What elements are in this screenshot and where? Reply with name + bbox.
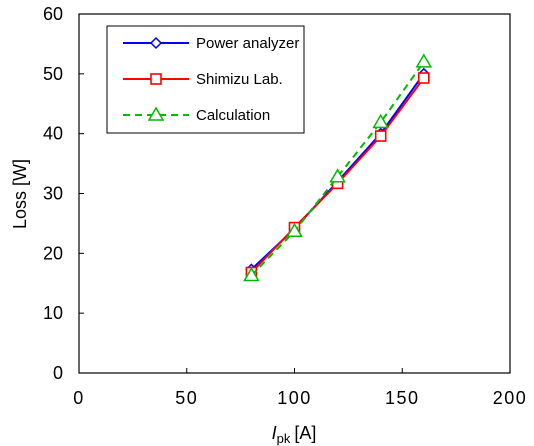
data-point (415, 53, 433, 68)
y-tick-label: 40 (43, 124, 63, 144)
data-point (243, 266, 260, 282)
series-calculation (243, 53, 433, 282)
legend-marker (150, 73, 162, 85)
legend-item-shimizu-lab: Shimizu Lab. (123, 71, 283, 88)
x-axis-title: Ipk [A] (272, 423, 317, 446)
data-point (417, 72, 430, 84)
y-tick-label: 30 (43, 184, 63, 204)
x-tick-label: 150 (385, 388, 420, 408)
x-axis-title-subscript: pk (277, 431, 291, 446)
data-point (286, 222, 303, 237)
y-tick-label: 20 (43, 243, 63, 263)
legend: Power analyzer Shimizu Lab. Calculation (106, 25, 305, 134)
legend-marker (147, 106, 165, 121)
legend-label: Shimizu Lab. (196, 71, 283, 88)
x-tick-label: 200 (493, 388, 528, 408)
x-tick-label: 50 (175, 388, 198, 408)
y-tick-label: 60 (43, 4, 63, 24)
legend-item-calculation: Calculation (123, 106, 270, 124)
legend-marker (149, 36, 163, 50)
y-tick-label: 50 (43, 64, 63, 84)
data-point (372, 113, 390, 129)
y-axis-title: Loss [W] (10, 159, 30, 229)
x-tick-label: 0 (73, 388, 85, 408)
y-tick-label: 0 (53, 363, 63, 383)
data-point (374, 130, 387, 142)
legend-item-power-analyzer: Power analyzer (123, 35, 299, 52)
x-tick-label: 100 (277, 388, 312, 408)
data-point (329, 168, 346, 183)
legend-label: Power analyzer (196, 35, 299, 52)
x-axis-title-symbol: I (272, 423, 277, 443)
axes: 0 50 100 150 200 0 10 20 30 40 50 60 (43, 4, 528, 408)
series-line-calculation (250, 61, 425, 277)
x-axis-title-unit: [A] (294, 423, 316, 443)
legend-label: Calculation (196, 107, 270, 124)
series-layer (243, 53, 433, 282)
y-tick-label: 10 (43, 303, 63, 323)
